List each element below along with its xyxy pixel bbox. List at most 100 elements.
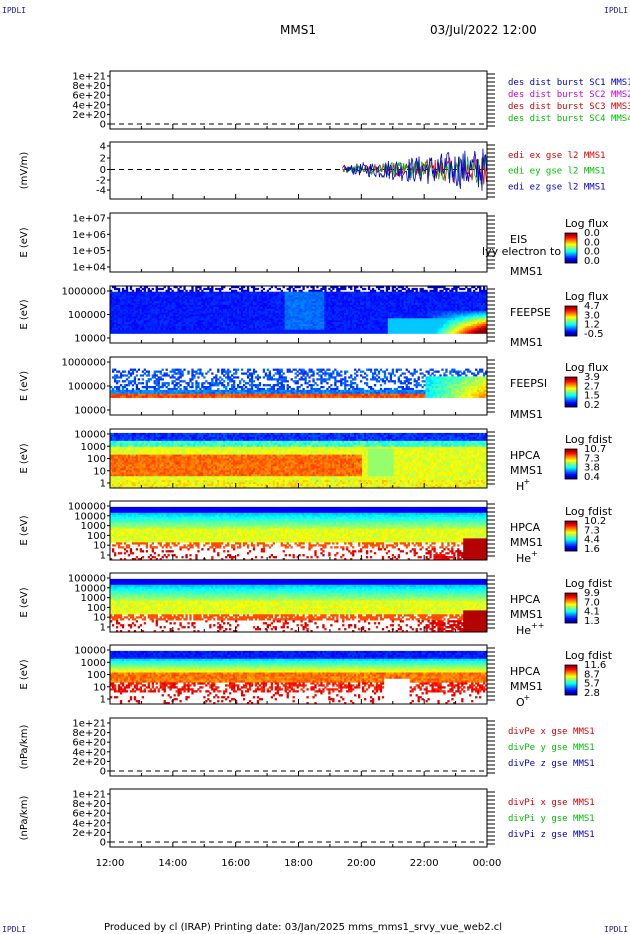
heatmap-cell <box>340 329 343 332</box>
heatmap-cell <box>306 331 309 334</box>
heatmap-cell <box>367 297 371 300</box>
heatmap-cell <box>179 395 182 398</box>
heatmap-cell <box>381 316 385 319</box>
heatmap-cell <box>453 329 456 332</box>
panel-frame <box>109 212 488 273</box>
heatmap-cell <box>195 389 198 393</box>
heatmap-cell <box>125 312 129 315</box>
heatmap-cell <box>236 320 240 323</box>
heatmap-cell <box>361 297 365 300</box>
heatmap-cell <box>187 324 190 327</box>
heatmap-cell <box>379 324 383 327</box>
heatmap-cell <box>240 316 244 319</box>
heatmap-cell <box>117 295 121 298</box>
heatmap-cell <box>463 293 466 296</box>
heatmap-cell <box>205 389 208 393</box>
heatmap-cell <box>435 331 438 334</box>
heatmap-cell <box>393 295 397 298</box>
heatmap-cell <box>183 325 186 329</box>
heatmap-cell <box>147 372 150 375</box>
heatmap-cell <box>332 320 335 323</box>
heatmap-cell <box>256 318 260 321</box>
heatmap-cell <box>332 291 335 294</box>
heatmap-cell <box>369 306 373 310</box>
heatmap-cell <box>173 286 176 289</box>
heatmap-cell <box>111 318 115 321</box>
heatmap-cell <box>471 312 474 315</box>
heatmap-cell <box>169 308 172 311</box>
heatmap-cell <box>143 310 147 313</box>
heatmap-cell <box>276 303 279 306</box>
heatmap-cell <box>314 325 317 329</box>
heatmap-cell <box>306 310 309 313</box>
heatmap-cell <box>483 314 486 317</box>
heatmap-cell <box>177 393 180 396</box>
heatmap-cell <box>405 314 408 317</box>
heatmap-cell <box>185 303 188 306</box>
heatmap-cell <box>129 303 133 306</box>
heatmap-cell <box>217 318 220 321</box>
heatmap-cell <box>375 303 379 306</box>
heatmap-cell <box>161 322 164 325</box>
heatmap-cell <box>282 327 285 330</box>
heatmap-cell <box>381 312 385 315</box>
heatmap-cell <box>393 306 397 310</box>
heatmap-cell <box>139 303 143 306</box>
heatmap-cell <box>417 318 420 321</box>
heatmap-cell <box>292 329 295 332</box>
heatmap-cell <box>167 293 170 296</box>
heatmap-cell <box>110 314 113 317</box>
heatmap-cell <box>417 297 420 300</box>
heatmap-cell <box>346 305 349 308</box>
heatmap-cell <box>235 295 238 298</box>
heatmap-cell <box>169 318 172 321</box>
heatmap-cell <box>169 322 172 325</box>
heatmap-cell <box>171 395 174 398</box>
heatmap-cell <box>481 320 484 323</box>
heatmap-cell <box>163 382 166 385</box>
heatmap-cell <box>469 324 472 327</box>
heatmap-cell <box>395 308 399 311</box>
heatmap-cell <box>391 286 395 289</box>
heatmap-cell <box>475 308 478 311</box>
heatmap-cell <box>169 306 172 310</box>
heatmap-cell <box>320 331 323 334</box>
heatmap-cell <box>123 393 127 396</box>
heatmap-cell <box>425 301 428 304</box>
heatmap-cell <box>425 327 428 330</box>
heatmap-cell <box>147 386 150 389</box>
heatmap-cell <box>187 389 190 393</box>
heatmap-cell <box>387 318 391 321</box>
heatmap-cell <box>155 382 158 385</box>
heatmap-cell <box>427 314 430 317</box>
heatmap-cell <box>310 316 313 319</box>
heatmap-cell <box>235 314 238 317</box>
heatmap-cell <box>143 299 147 302</box>
heatmap-cell <box>294 310 297 313</box>
heatmap-cell <box>185 316 188 319</box>
heatmap-cell <box>360 291 363 294</box>
heatmap-cell <box>242 299 246 302</box>
heatmap-cell <box>207 393 210 396</box>
heatmap-cell <box>298 306 301 310</box>
heatmap-cell <box>419 325 422 329</box>
heatmap-cell <box>330 305 333 308</box>
heatmap-cell <box>461 305 464 308</box>
heatmap-cell <box>465 329 468 332</box>
heatmap-cell <box>246 324 250 327</box>
heatmap-cell <box>367 329 371 332</box>
heatmap-cell <box>338 297 341 300</box>
heatmap-cell <box>225 316 228 319</box>
heatmap-cell <box>401 297 404 300</box>
heatmap-cell <box>221 306 224 310</box>
heatmap-cell <box>199 301 202 304</box>
heatmap-cell <box>352 306 355 310</box>
heatmap-cell <box>129 327 133 330</box>
heatmap-cell <box>165 389 168 393</box>
heatmap-cell <box>461 306 464 310</box>
heatmap-cell <box>358 327 361 330</box>
heatmap-cell <box>149 297 152 300</box>
heatmap-cell <box>389 310 393 313</box>
heatmap-cell <box>481 322 484 325</box>
heatmap-cell <box>131 389 135 393</box>
